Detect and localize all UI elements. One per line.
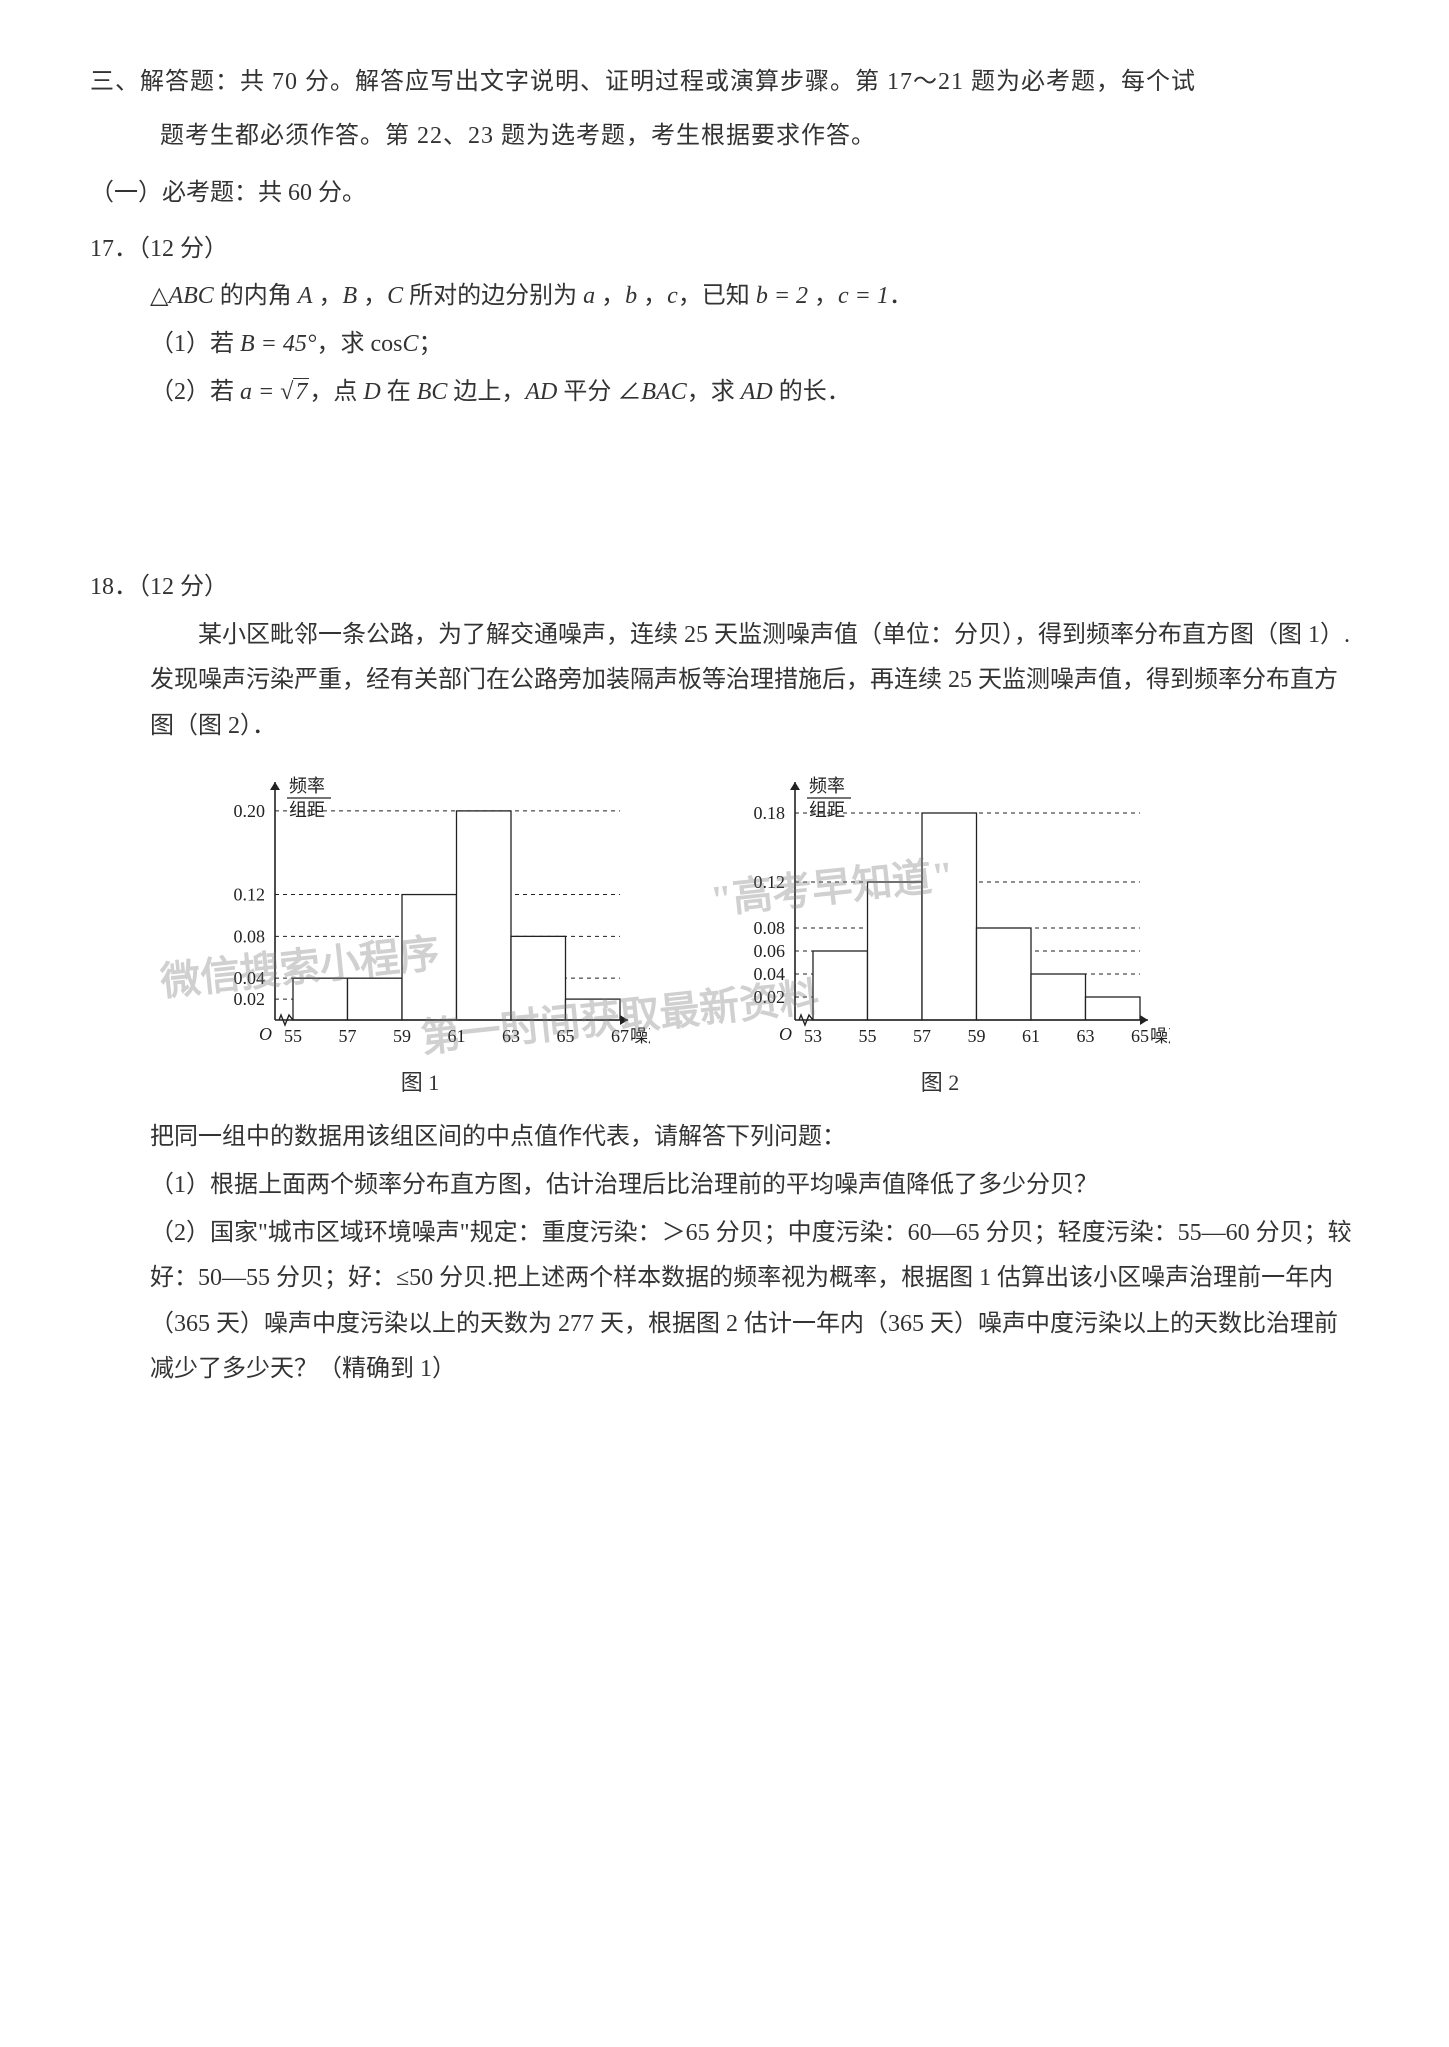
problem-18-number: 18．（12 分）: [90, 565, 1359, 611]
svg-text:59: 59: [968, 1026, 986, 1046]
svg-text:噪声值: 噪声值: [630, 1026, 650, 1046]
svg-text:57: 57: [339, 1026, 357, 1046]
svg-text:0.12: 0.12: [234, 884, 266, 904]
charts-row: O55575961636567噪声值0.020.040.080.120.20频率…: [190, 770, 1359, 1106]
svg-text:63: 63: [502, 1026, 520, 1046]
svg-text:0.08: 0.08: [754, 918, 786, 938]
svg-text:0.02: 0.02: [234, 989, 266, 1009]
svg-text:0.08: 0.08: [234, 926, 266, 946]
svg-text:65: 65: [557, 1026, 575, 1046]
svg-text:57: 57: [913, 1026, 931, 1046]
chart-2: O 53 55 57 59 61 63 65噪声值 0.02 0.04 0.06 0.08 0.12 0.…: [710, 770, 1170, 1060]
svg-text:组距: 组距: [809, 800, 845, 820]
q18-q2: （2）国家"城市区域环境噪声"规定：重度污染：＞65 分贝；中度污染：60—65…: [150, 1211, 1359, 1393]
svg-text:59: 59: [393, 1026, 411, 1046]
svg-text:噪声值: 噪声值: [1150, 1026, 1170, 1046]
q18-after-charts: 把同一组中的数据用该组区间的中点值作代表，请解答下列问题：: [150, 1115, 1359, 1161]
q17-part1: （1）若 B = 45°，求 cosC；: [150, 322, 1359, 368]
svg-text:0.18: 0.18: [754, 803, 786, 823]
section-subhead: （一）必考题：共 60 分。: [90, 171, 1359, 217]
problem-17-body: △ABC 的内角 A ，B ，C 所对的边分别为 a ，b ，c，已知 b = …: [90, 274, 1359, 415]
svg-text:61: 61: [448, 1026, 466, 1046]
svg-text:63: 63: [1077, 1026, 1095, 1046]
svg-text:0.12: 0.12: [754, 872, 786, 892]
svg-text:55: 55: [284, 1026, 302, 1046]
section-header-line1: 三、解答题：共 70 分。解答应写出文字说明、证明过程或演算步骤。第 17～21…: [90, 60, 1359, 106]
problem-17-number: 17．（12 分）: [90, 227, 1359, 273]
section-header-line2: 题考生都必须作答。第 22、23 题为选考题，考生根据要求作答。: [90, 114, 1359, 160]
svg-text:组距: 组距: [289, 800, 325, 820]
svg-text:0.02: 0.02: [754, 987, 786, 1007]
chart-2-block: O 53 55 57 59 61 63 65噪声值 0.02 0.04 0.06 0.08 0.12 0.…: [710, 770, 1170, 1106]
svg-text:0.04: 0.04: [234, 968, 266, 988]
svg-text:67: 67: [611, 1026, 629, 1046]
svg-text:O: O: [779, 1024, 792, 1044]
chart-1: O 55 57 59 61 63 65 67噪声值 0.020.04 0.08 0.12 0.20 频率…: [190, 770, 650, 1060]
svg-text:0.06: 0.06: [754, 941, 786, 961]
svg-text:55: 55: [859, 1026, 877, 1046]
chart-1-caption: 图 1: [190, 1062, 650, 1104]
chart-2-caption: 图 2: [710, 1062, 1170, 1104]
svg-text:频率: 频率: [809, 776, 845, 796]
q17-line1: △ABC 的内角 A ，B ，C 所对的边分别为 a ，b ，c，已知 b = …: [150, 274, 1359, 320]
svg-text:频率: 频率: [289, 776, 325, 796]
q18-para1: 某小区毗邻一条公路，为了解交通噪声，连续 25 天监测噪声值（单位：分贝），得到…: [150, 613, 1359, 750]
svg-text:53: 53: [804, 1026, 822, 1046]
svg-text:65: 65: [1131, 1026, 1149, 1046]
svg-text:0.04: 0.04: [754, 964, 786, 984]
svg-text:0.20: 0.20: [234, 800, 266, 820]
problem-18: 18．（12 分） 某小区毗邻一条公路，为了解交通噪声，连续 25 天监测噪声值…: [90, 565, 1359, 1393]
problem-17: 17．（12 分） △ABC 的内角 A ，B ，C 所对的边分别为 a ，b …: [90, 227, 1359, 415]
q17-part2: （2）若 a = √7，点 D 在 BC 边上，AD 平分 ∠BAC，求 AD …: [150, 370, 1359, 416]
svg-text:O: O: [259, 1024, 272, 1044]
problem-18-body: 某小区毗邻一条公路，为了解交通噪声，连续 25 天监测噪声值（单位：分贝），得到…: [90, 613, 1359, 1393]
svg-text:61: 61: [1022, 1026, 1040, 1046]
chart-1-block: O 55 57 59 61 63 65 67噪声值 0.020.04 0.08 0.12 0.20 频率…: [190, 770, 650, 1106]
q18-q1: （1）根据上面两个频率分布直方图，估计治理后比治理前的平均噪声值降低了多少分贝？: [150, 1163, 1359, 1209]
